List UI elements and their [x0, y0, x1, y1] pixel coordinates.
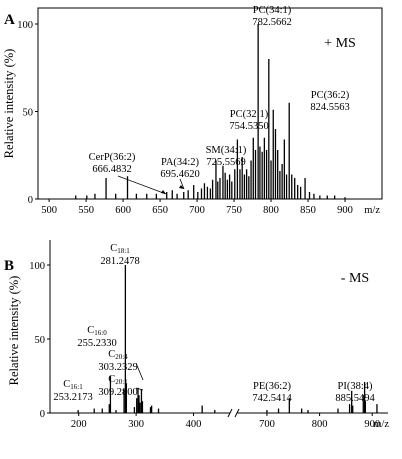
annotation-prefix: C [87, 325, 94, 336]
peak-annotation-mz: 253.2173 [53, 392, 92, 403]
peak-annotation-mz: 754.5350 [229, 121, 268, 132]
y-tick-label: 100 [17, 20, 33, 31]
peak-annotation-name: C18:1 [110, 243, 130, 255]
annotation-subscript: 20:4 [115, 353, 128, 361]
peak-annotation-mz: 695.4620 [160, 169, 199, 180]
x-tick-label: 900 [337, 205, 353, 216]
x-tick-label: 650 [152, 205, 168, 216]
peak-annotation-mz: 255.2330 [77, 338, 116, 349]
peak-annotation-name: PE(36:2) [253, 381, 291, 392]
peak-annotation-mz: 309.2800 [98, 387, 137, 398]
x-tick-label: 900 [364, 419, 380, 430]
peak-annotation-name: C16:1 [63, 379, 83, 391]
y-tick-label: 0 [40, 409, 45, 420]
peak-annotation-name: PC(34:1) [253, 5, 292, 16]
annotation-subscript: 20:1 [115, 378, 128, 386]
axis-break-mark [234, 408, 240, 418]
x-tick-label: 700 [189, 205, 205, 216]
peak-annotation-name: C20:4 [108, 349, 128, 361]
peak-annotation-name: C20:1 [108, 374, 128, 386]
annotation-prefix: C [110, 243, 117, 254]
panel-a-positive-ms: 500 550 600 650 700 750 800 850 900 0 50 100 m/z Rela… [2, 5, 383, 216]
peak-annotation-mz: 281.2478 [100, 256, 139, 267]
x-axis-label: m/z [364, 205, 380, 216]
x-tick-label: 600 [115, 205, 131, 216]
x-tick-label: 800 [263, 205, 279, 216]
y-axis-label: Relative intensity (%) [2, 49, 16, 159]
annotation-arrow [117, 175, 167, 195]
x-tick-label: 200 [71, 419, 87, 430]
x-tick-label: 850 [300, 205, 316, 216]
axis-break-mark [227, 408, 233, 418]
y-tick-label: 50 [23, 108, 34, 119]
x-axis-label: m/z [373, 419, 389, 430]
annotation-subscript: 16:1 [70, 383, 83, 391]
peak-annotation-mz: 666.4832 [92, 164, 131, 175]
annotation-prefix: C [63, 379, 70, 390]
annotation-leader [135, 362, 144, 381]
x-tick-label: 750 [226, 205, 242, 216]
peak-annotation-mz: 303.2329 [98, 362, 137, 373]
panel-letter: B [4, 258, 14, 274]
x-tick-label: 500 [41, 205, 57, 216]
y-tick-label: 50 [35, 335, 46, 346]
peak-annotation-name: PI(38:4) [338, 381, 374, 392]
peak-annotation-name: PA(34:2) [161, 157, 200, 168]
y-tick-label: 0 [28, 195, 33, 206]
annotation-prefix: C [108, 374, 115, 385]
ionization-mode-label: - MS [341, 271, 369, 286]
panel-letter: A [4, 12, 15, 28]
peak-annotation-mz: 742.5414 [252, 393, 292, 404]
x-tick-label: 300 [128, 419, 144, 430]
peak-annotation-mz: 782.5662 [252, 17, 291, 28]
x-tick-label: 400 [186, 419, 202, 430]
annotation-arrowhead [179, 185, 184, 189]
peak-annotation-name: C16:0 [87, 325, 107, 337]
peak-annotation-name: SM(34:1) [206, 145, 247, 156]
annotation-arrowhead [161, 190, 166, 194]
peak-annotation-mz: 824.5563 [310, 102, 349, 113]
panel-b-negative-ms: 200 300 400 700 800 900 0 50 100 m/z Relative inte… [4, 240, 389, 430]
annotation-subscript: 18:1 [117, 247, 130, 255]
x-tick-label: 700 [259, 419, 275, 430]
y-axis-label: Relative intensity (%) [7, 276, 21, 386]
annotation-arrow [179, 178, 185, 190]
annotation-leader [135, 387, 144, 391]
peak-annotation-name: PC(36:2) [311, 90, 350, 101]
peak-annotation-mz: 885.5494 [335, 393, 375, 404]
annotation-prefix: C [108, 349, 115, 360]
y-tick-label: 100 [29, 261, 45, 272]
x-tick-label: 800 [312, 419, 328, 430]
ionization-mode-label: + MS [324, 36, 356, 51]
annotation-subscript: 16:0 [94, 329, 107, 337]
peak-annotation-name: CerP(36:2) [89, 152, 136, 163]
peak-annotation-mz: 725.5569 [206, 157, 245, 168]
peak-annotation-name: PC(32:1) [230, 109, 269, 120]
x-tick-label: 550 [78, 205, 94, 216]
